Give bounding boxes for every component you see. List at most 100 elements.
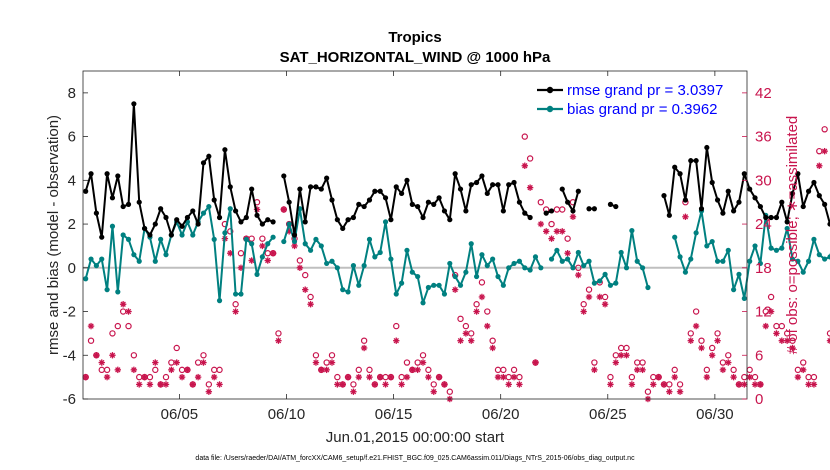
rmse-point: [725, 188, 731, 194]
rmse-point: [565, 199, 571, 205]
y-tick-label: -4: [63, 347, 76, 364]
y-tick-label: 8: [68, 85, 76, 102]
obs-assimilated-point: [360, 344, 368, 352]
rmse-point: [200, 160, 207, 166]
rmse-point: [811, 179, 817, 186]
rmse-point: [104, 171, 110, 177]
obs-assimilated-point: [548, 235, 555, 242]
obs-possible-point: [510, 366, 518, 374]
bias-point: [452, 273, 458, 280]
bias-point: [800, 269, 806, 275]
obs-assimilated-point: [419, 359, 427, 366]
bias-point: [457, 282, 464, 288]
obs-possible-point: [580, 301, 587, 308]
bias-point: [350, 263, 357, 269]
obs-assimilated-point: [505, 381, 512, 388]
obs-assimilated-point: [414, 366, 421, 374]
obs-assimilated-point: [810, 381, 818, 388]
bias-point: [672, 234, 678, 240]
obs-assimilated-point: [617, 352, 625, 359]
bias-point: [516, 258, 523, 264]
obs-assimilated-point: [575, 271, 582, 279]
rmse-point: [795, 171, 801, 177]
rmse-point: [136, 199, 142, 205]
bias-point: [233, 291, 239, 297]
obs-assimilated-point: [210, 373, 218, 381]
x-tick-label: 06/20: [482, 406, 520, 423]
obs-assimilated-point: [730, 373, 737, 381]
obs-assimilated-point: [725, 359, 732, 366]
bias-point: [265, 241, 271, 247]
rmse-point: [233, 208, 239, 214]
obs-assimilated-point: [103, 373, 111, 381]
y-tick-label: 2: [68, 216, 76, 233]
obs-assimilated-point: [676, 388, 684, 395]
obs-possible-point: [275, 330, 282, 337]
obs-assimilated-point: [280, 206, 288, 213]
obs-assimilated-point: [318, 366, 325, 374]
bias-point: [506, 265, 512, 271]
rmse-point: [163, 214, 169, 221]
legend-box: [534, 80, 742, 120]
bias-point: [420, 300, 426, 306]
rmse-point: [243, 214, 249, 221]
y2-tick-label: 30: [755, 172, 772, 189]
rmse-point: [447, 217, 453, 223]
rmse-point: [286, 199, 292, 205]
bias-point: [725, 247, 731, 253]
obs-possible-point: [826, 330, 830, 337]
bias-point: [270, 234, 276, 240]
obs-possible-point: [114, 322, 122, 330]
bias-point: [538, 265, 544, 271]
obs-assimilated-point: [655, 373, 662, 381]
rmse-point: [763, 214, 769, 221]
obs-assimilated-point: [141, 373, 148, 381]
obs-assimilated-point: [634, 366, 641, 374]
obs-assimilated-point: [184, 366, 191, 374]
obs-assimilated-point: [789, 344, 796, 352]
bias-point: [291, 238, 298, 245]
bias-point: [361, 263, 367, 269]
rmse-point: [704, 144, 710, 151]
x-tick-label: 06/30: [696, 406, 734, 423]
obs-possible-point: [751, 373, 759, 381]
bias-point: [99, 256, 105, 262]
obs-possible-point: [794, 366, 802, 374]
legend: rmse grand pr = 3.0397 bias grand pr = 0…: [534, 80, 742, 120]
obs-assimilated-point: [275, 337, 282, 344]
obs-assimilated-point: [746, 373, 753, 381]
obs-possible-point: [162, 373, 170, 381]
rmse-point: [693, 158, 699, 164]
y-tick-label: -2: [63, 304, 76, 321]
rmse-point: [184, 214, 191, 221]
obs-possible-point: [312, 352, 320, 359]
obs-assimilated-point: [398, 381, 405, 388]
obs-possible-point: [446, 388, 454, 395]
obs-possible-point: [725, 352, 732, 359]
obs-assimilated-point: [473, 308, 480, 315]
obs-possible-point: [478, 279, 486, 286]
bias-point: [645, 284, 651, 291]
rmse-point: [720, 210, 726, 216]
rmse-point: [682, 197, 689, 203]
rmse-point: [452, 171, 458, 177]
rmse-point: [388, 217, 394, 223]
bias-point: [602, 271, 608, 277]
obs-assimilated-point: [157, 381, 164, 388]
bias-point: [329, 258, 335, 264]
rmse-point: [345, 217, 351, 223]
bias-point: [731, 287, 737, 293]
obs-possible-point: [767, 293, 775, 301]
obs-assimilated-point: [708, 352, 716, 359]
legend-rmse-label: rmse grand pr = 3.0397: [567, 82, 723, 99]
obs-possible-point: [462, 322, 470, 330]
rmse-point: [361, 203, 367, 210]
bias-point: [345, 289, 351, 295]
obs-possible-point: [639, 359, 646, 366]
bias-point: [827, 254, 830, 260]
bias-point: [109, 223, 116, 229]
chart-title: Tropics: [388, 29, 441, 46]
bias-point: [575, 249, 581, 256]
obs-assimilated-point: [457, 337, 464, 344]
rmse-point: [158, 206, 164, 212]
